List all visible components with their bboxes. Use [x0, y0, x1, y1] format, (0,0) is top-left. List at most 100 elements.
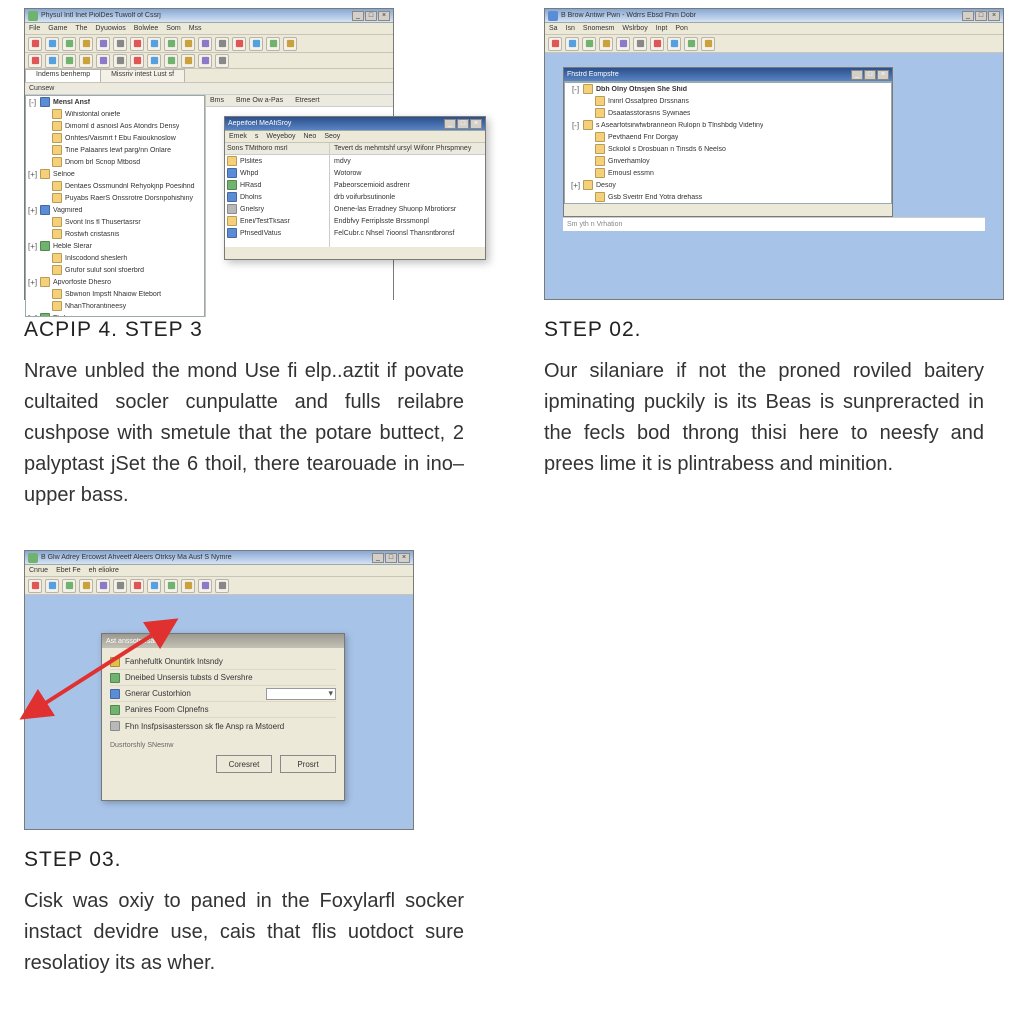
tree-item[interactable]: Dentaes Ossmundnl Rehyokjnp Poesihnd [26, 180, 204, 192]
list-item[interactable]: PfnsedIVatus [225, 227, 329, 239]
toolbar-button[interactable] [28, 579, 42, 593]
tree-item[interactable]: [+]Heble Slerar [26, 240, 204, 252]
toolbar-button[interactable] [181, 54, 195, 68]
toolbar-button[interactable] [62, 579, 76, 593]
expander-icon[interactable]: [+] [28, 242, 37, 251]
toolbar-button[interactable] [164, 54, 178, 68]
toolbar-button[interactable] [130, 37, 144, 51]
toolbar-button[interactable] [113, 37, 127, 51]
tree-item[interactable]: Svont Ins fl Thusertasrsr [26, 216, 204, 228]
tree-item[interactable]: Gnverhamloy [565, 155, 891, 167]
column-headers[interactable]: Bms Bme Ow a-Pas Etresert [206, 95, 393, 107]
dialog-option[interactable]: Fanhefultk Onuntirk Intsndy [110, 654, 336, 670]
close-button[interactable]: × [398, 553, 410, 563]
toolbar-button[interactable] [45, 37, 59, 51]
column-header[interactable]: Bme Ow a-Pas [236, 97, 283, 104]
expander-icon[interactable]: [+] [28, 170, 37, 179]
expander-icon[interactable]: [-] [571, 85, 580, 94]
list-item[interactable]: Onene-las Erradney Shuonp Mbrotiorsr [330, 203, 485, 215]
toolbar-button[interactable] [198, 54, 212, 68]
toolbar[interactable] [25, 577, 413, 595]
toolbar-button[interactable] [249, 37, 263, 51]
tree-item[interactable]: [+]Apvorfoste Dhesro [26, 276, 204, 288]
tree-item[interactable]: Gsb Sveitrr End Yotra drehass [565, 191, 891, 203]
tree-item[interactable]: Tine Palaanrs lewf parg/nn Onlare [26, 144, 204, 156]
tree-panel[interactable]: [-]Mensl AnsfWihistontal oniefeDimoml d … [25, 95, 205, 317]
menu-item[interactable]: Dyuowios [95, 25, 125, 32]
toolbar-button[interactable] [232, 37, 246, 51]
toolbar-button[interactable] [701, 37, 715, 51]
menu-item[interactable]: Game [48, 25, 67, 32]
tree-item[interactable]: Wihistontal oniefe [26, 108, 204, 120]
tree-item[interactable]: Rostwh cristasnis [26, 228, 204, 240]
list-item[interactable]: Pabeorscemioid asdrenr [330, 179, 485, 191]
toolbar-button[interactable] [147, 54, 161, 68]
tree-item[interactable]: [+]Selnoe [26, 168, 204, 180]
tree-item[interactable]: [+]Rebasd [565, 203, 891, 204]
menu-item[interactable]: Weyeboy [266, 133, 295, 140]
minimize-button[interactable]: _ [372, 553, 384, 563]
list-item[interactable]: Endbfvy Ferriplsste Brssmonpl [330, 215, 485, 227]
close-button[interactable]: × [877, 70, 889, 80]
toolbar-button[interactable] [633, 37, 647, 51]
menu-item[interactable]: Pon [675, 25, 687, 32]
maximize-button[interactable]: □ [457, 119, 469, 129]
tree-item[interactable]: Onhtes/Vaismrt f Ebu Faiouknoslow [26, 132, 204, 144]
toolbar-button[interactable] [215, 579, 229, 593]
expander-icon[interactable]: [+] [571, 181, 580, 190]
list-item[interactable]: drb voifurbsutinonle [330, 191, 485, 203]
menubar[interactable]: SaIsnSnomesmWslrboyInptPon [545, 23, 1003, 35]
list-item[interactable]: Enei/TestTksasr [225, 215, 329, 227]
menu-item[interactable]: s [255, 133, 259, 140]
menu-item[interactable]: Inpt [656, 25, 668, 32]
menu-item[interactable]: Seoy [324, 133, 340, 140]
maximize-button[interactable]: □ [975, 11, 987, 21]
dialog-button[interactable]: Coresret [216, 755, 272, 773]
toolbar-button[interactable] [164, 579, 178, 593]
list-item[interactable]: Whpd [225, 167, 329, 179]
column-header[interactable]: Etresert [295, 97, 320, 104]
toolbar-button[interactable] [548, 37, 562, 51]
toolbar-2[interactable] [25, 53, 393, 69]
toolbar-button[interactable] [45, 579, 59, 593]
list-item[interactable]: FelCubr.c Nhsel 7ioonsl Thansntbronsf [330, 227, 485, 239]
expander-icon[interactable]: [-] [28, 98, 37, 107]
tree-item[interactable]: [+]Vagmired [26, 204, 204, 216]
toolbar-button[interactable] [198, 579, 212, 593]
list-item[interactable]: Plslites [225, 155, 329, 167]
tree-item[interactable]: Sbwnon Impsft Nhaiow Etebort [26, 288, 204, 300]
menu-item[interactable]: Sa [549, 25, 558, 32]
tab[interactable]: Indems benhemp [25, 69, 101, 82]
list-item[interactable]: HRasd [225, 179, 329, 191]
dialog-option[interactable]: Fhn Insfpsisastersson sk fle Ansp ra Mst… [110, 718, 336, 734]
toolbar-button[interactable] [113, 579, 127, 593]
titlebar[interactable]: Physul Intl Inet PiolDes Tuwolf of Cssrj… [25, 9, 393, 23]
toolbar-button[interactable] [113, 54, 127, 68]
toolbar-button[interactable] [667, 37, 681, 51]
menubar[interactable]: CnrueEbet Feeh eliokre [25, 565, 413, 577]
toolbar-button[interactable] [28, 37, 42, 51]
column-header[interactable]: Bms [210, 97, 224, 104]
minimize-button[interactable]: _ [444, 119, 456, 129]
list-item[interactable]: Dholns [225, 191, 329, 203]
toolbar-button[interactable] [616, 37, 630, 51]
tree-item[interactable]: Grufor suluf sonl sfoerbrd [26, 264, 204, 276]
menubar[interactable]: FileGameTheDyuowiosBolwleeSomMss [25, 23, 393, 35]
toolbar-button[interactable] [684, 37, 698, 51]
list-item[interactable]: Wotorow [330, 167, 485, 179]
toolbar-button[interactable] [79, 579, 93, 593]
minimize-button[interactable]: _ [962, 11, 974, 21]
menu-item[interactable]: Cnrue [29, 567, 48, 574]
toolbar-button[interactable] [79, 54, 93, 68]
overlay-tree-panel[interactable]: Sons TMithoro msrl PlslitesWhpdHRasdDhol… [225, 143, 330, 247]
toolbar-button[interactable] [266, 37, 280, 51]
toolbar-button[interactable] [45, 54, 59, 68]
toolbar-button[interactable] [215, 54, 229, 68]
minimize-button[interactable]: _ [352, 11, 364, 21]
expander-icon[interactable]: [-] [571, 121, 580, 130]
tree-item[interactable]: Dimoml d asnoisl Aos Atondrs Densy [26, 120, 204, 132]
menu-item[interactable]: Ebet Fe [56, 567, 81, 574]
tree-panel[interactable]: [-]Dbh Olny Otnsjen She ShidIninrl Ossaf… [564, 82, 892, 204]
tree-item[interactable]: [-]s Asearfotsirwfwbranneon Rulopn b Tln… [565, 119, 891, 131]
toolbar-button[interactable] [62, 54, 76, 68]
